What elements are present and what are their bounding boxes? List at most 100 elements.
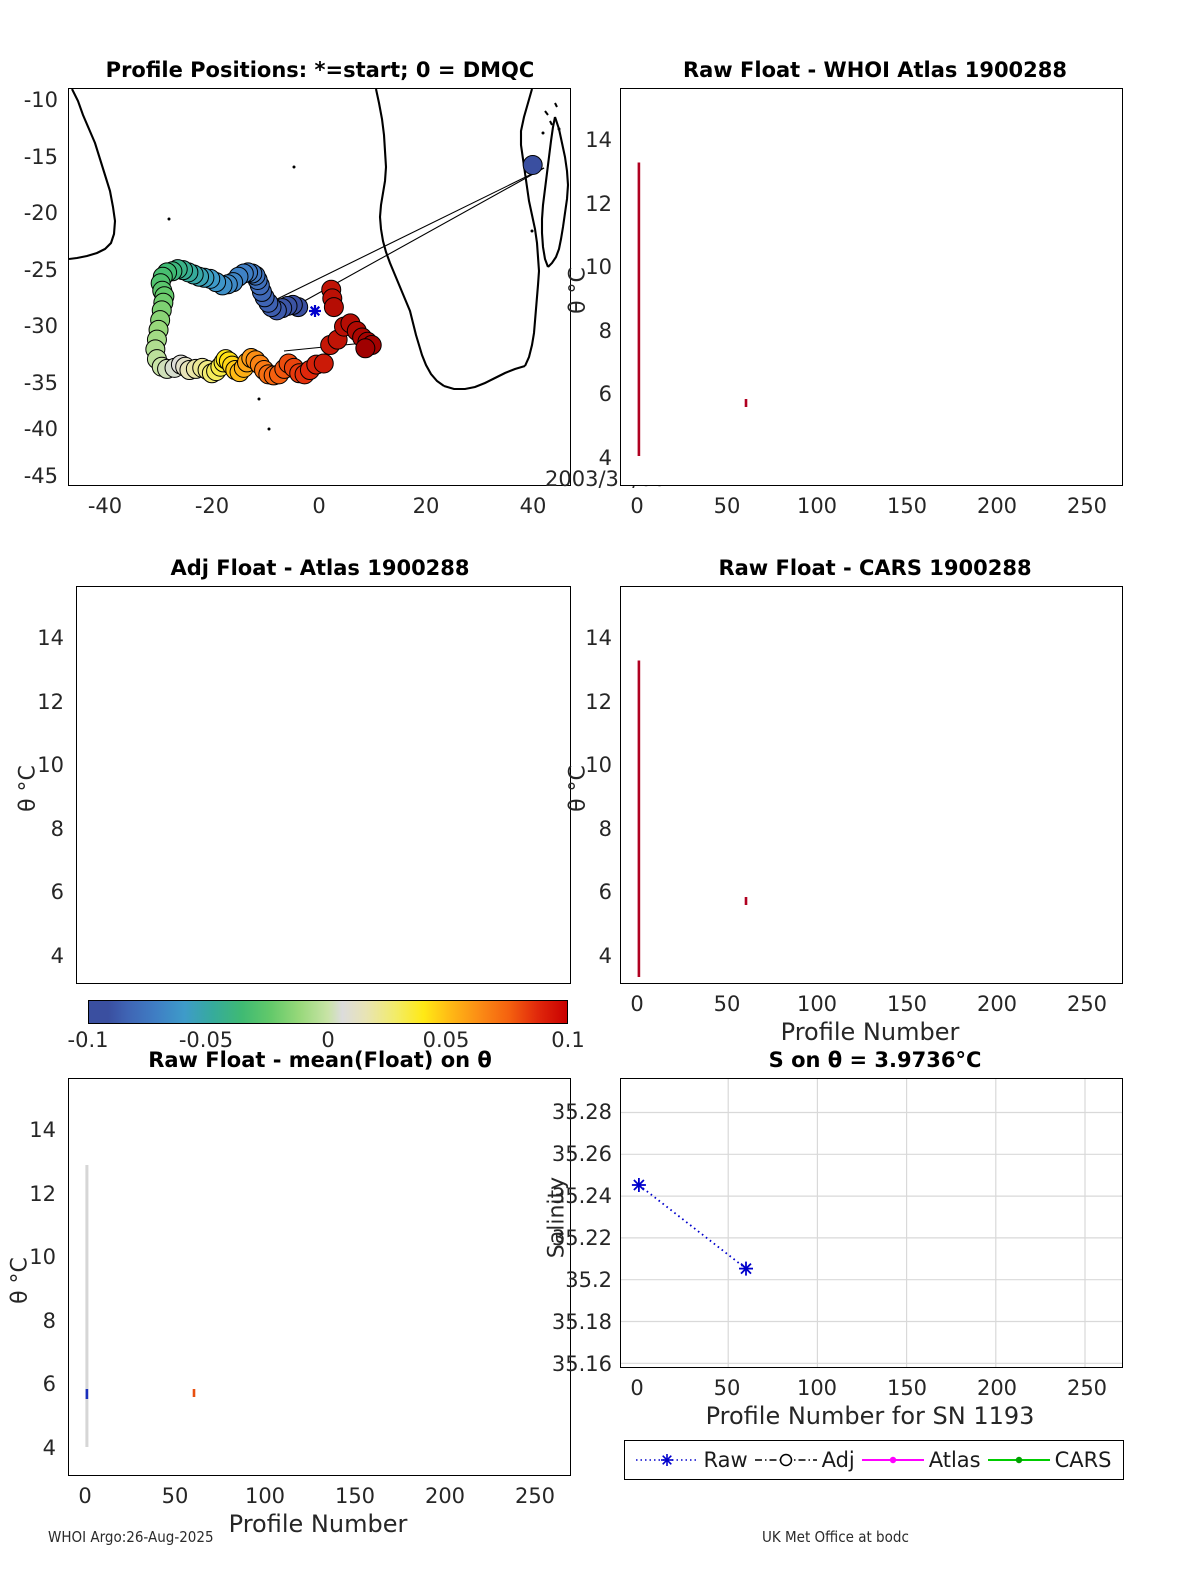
s-theta-raw-marker-1: [739, 1261, 753, 1276]
raw-atlas-xtick-100: 100: [796, 494, 838, 518]
s-theta-ytick-3518: 35.18: [551, 1310, 612, 1334]
island-dot-6: [257, 397, 261, 401]
s-theta-axes[interactable]: [620, 1078, 1123, 1368]
adj-atlas-canvas: [77, 587, 570, 983]
map-ytick-5: -35: [23, 371, 58, 395]
raw-mean-ytick-10: 10: [29, 1245, 56, 1269]
legend-item-atlas[interactable]: Atlas: [861, 1448, 981, 1472]
adj-atlas-title: Adj Float - Atlas 1900288: [170, 556, 470, 580]
island-dot-7: [267, 427, 271, 431]
map-axes[interactable]: [68, 88, 571, 486]
raw-atlas-xtick-50: 50: [713, 494, 741, 518]
raw-atlas-ytick-6: 6: [598, 382, 612, 406]
colorbar-tick-1: -0.05: [178, 1028, 234, 1052]
raw-mean-title: Raw Float - mean(Float) on θ: [148, 1048, 492, 1072]
raw-mean-ytick-6: 6: [42, 1372, 56, 1396]
raw-cars-ytick-12: 12: [585, 690, 612, 714]
s-theta-xtick-200: 200: [976, 1376, 1018, 1400]
map-title: Profile Positions: *=start; 0 = DMQC: [105, 58, 535, 82]
raw-cars-ytick-14: 14: [585, 626, 612, 650]
raw-atlas-ytick-8: 8: [598, 319, 612, 343]
profile-point: [313, 353, 334, 374]
map-xtick-3: 20: [412, 494, 440, 518]
legend-item-raw[interactable]: Raw: [636, 1448, 748, 1472]
map-xtick-0: -40: [87, 494, 123, 518]
adj-atlas-ytick-4: 4: [50, 944, 64, 968]
map-ytick-7: -45: [23, 464, 58, 488]
raw-mean-xtick-50: 50: [161, 1484, 189, 1508]
profile-position-markers: [145, 154, 543, 386]
raw-atlas-ytick-10: 10: [585, 255, 612, 279]
raw-mean-axes[interactable]: [68, 1078, 571, 1476]
legend-item-adj[interactable]: Adj: [754, 1448, 855, 1472]
legend-sample-cars: [987, 1456, 1050, 1464]
raw-cars-ytick-4: 4: [598, 944, 612, 968]
s-theta-ytick-3526: 35.26: [551, 1142, 612, 1166]
s-theta-ytick-3528: 35.28: [551, 1100, 612, 1124]
raw-atlas-canvas: [637, 162, 748, 456]
raw-mean-xtick-0: 0: [78, 1484, 92, 1508]
map-ytick-1: -15: [23, 145, 58, 169]
footer-left: WHOI Argo:26-Aug-2025: [48, 1528, 214, 1546]
islands: [544, 102, 558, 126]
s-theta-xlabel: Profile Number for SN 1193: [705, 1402, 1035, 1430]
coastline-africa-east: [519, 89, 541, 367]
s-theta-xtick-150: 150: [886, 1376, 928, 1400]
raw-atlas-xtick-250: 250: [1066, 494, 1108, 518]
raw-mean-ytick-8: 8: [42, 1309, 56, 1333]
raw-atlas-xtick-150: 150: [886, 494, 928, 518]
map-xtick-4: 40: [519, 494, 547, 518]
island-dot-2: [541, 131, 545, 135]
legend-label-atlas: Atlas: [928, 1448, 981, 1472]
colorbar-gradient[interactable]: [88, 1000, 568, 1024]
legend-sample-atlas: [861, 1456, 924, 1464]
series-legend[interactable]: Raw Adj Atlas CARS: [624, 1440, 1124, 1480]
colorbar-tick-3: 0.05: [422, 1028, 470, 1052]
raw-cars-xtick-250: 250: [1066, 992, 1108, 1016]
raw-cars-xtick-150: 150: [886, 992, 928, 1016]
adj-atlas-ytick-14: 14: [37, 626, 64, 650]
raw-cars-ytick-8: 8: [598, 817, 612, 841]
raw-cars-title: Raw Float - CARS 1900288: [718, 556, 1032, 580]
raw-mean-xtick-250: 250: [514, 1484, 556, 1508]
coastline-africa-west: [374, 89, 445, 387]
coastline-south-america: [69, 89, 117, 261]
map-xtick-2: 0: [312, 494, 326, 518]
raw-mean-ytick-12: 12: [29, 1182, 56, 1206]
colorbar-tick-2: 0: [321, 1028, 335, 1052]
s-theta-xtick-100: 100: [796, 1376, 838, 1400]
raw-atlas-xtick-200: 200: [976, 494, 1018, 518]
adj-atlas-ytick-8: 8: [50, 817, 64, 841]
raw-cars-axes[interactable]: [620, 586, 1123, 984]
s-theta-raw-line: [638, 1184, 747, 1270]
legend-label-raw: Raw: [703, 1448, 748, 1472]
coastline-africa-south: [443, 364, 526, 391]
raw-atlas-ytick-4: 4: [598, 446, 612, 470]
raw-cars-ytick-10: 10: [585, 753, 612, 777]
adj-atlas-axes[interactable]: [76, 586, 571, 984]
trajectory-lines: [268, 167, 545, 352]
adj-atlas-ytick-12: 12: [37, 690, 64, 714]
s-theta-xtick-250: 250: [1066, 1376, 1108, 1400]
raw-cars-xtick-100: 100: [796, 992, 838, 1016]
raw-mean-xtick-200: 200: [424, 1484, 466, 1508]
legend-item-cars[interactable]: CARS: [987, 1448, 1112, 1472]
s-theta-ytick-3524: 35.24: [551, 1184, 612, 1208]
s-theta-ytick-352: 35.2: [565, 1268, 612, 1292]
s-theta-ytick-3516: 35.16: [551, 1352, 612, 1376]
raw-cars-canvas: [637, 660, 748, 977]
raw-atlas-title: Raw Float - WHOI Atlas 1900288: [682, 58, 1068, 82]
legend-label-cars: CARS: [1054, 1448, 1112, 1472]
raw-cars-xlabel: Profile Number: [780, 1018, 960, 1046]
map-xtick-1: -20: [194, 494, 230, 518]
legend-sample-adj: [754, 1453, 817, 1467]
island-dot-5: [530, 229, 534, 233]
raw-cars-xtick-0: 0: [630, 992, 644, 1016]
colorbar-tick-4: 0.1: [551, 1028, 585, 1052]
s-theta-raw-marker-0: [631, 1178, 646, 1192]
raw-atlas-axes[interactable]: [620, 88, 1123, 486]
raw-cars-ytick-6: 6: [598, 880, 612, 904]
s-theta-xtick-0: 0: [630, 1376, 644, 1400]
raw-atlas-ytick-14: 14: [585, 128, 612, 152]
s-theta-ytick-3522: 35.22: [551, 1226, 612, 1250]
